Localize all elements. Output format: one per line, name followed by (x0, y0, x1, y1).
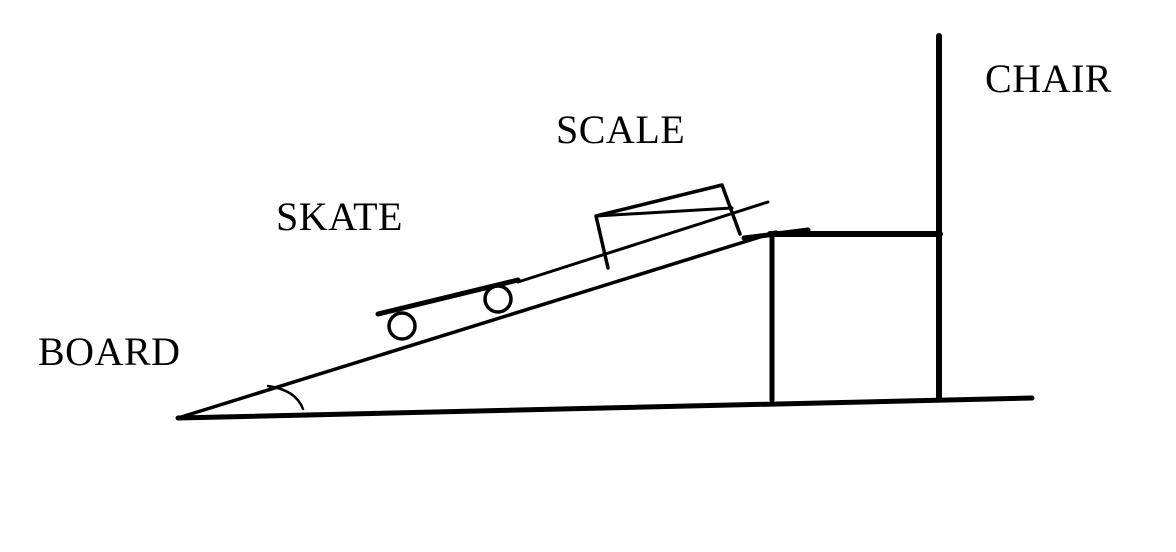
scale-rail (516, 200, 770, 284)
inclined-board (176, 230, 778, 420)
floor-line (175, 395, 1035, 421)
label-scale: SCALE (556, 107, 685, 152)
incline-angle-arc (266, 384, 305, 411)
scale-inner-bar (594, 206, 734, 218)
skate-front-wheel (483, 284, 513, 314)
scale-body (594, 183, 742, 270)
label-skate: SKATE (276, 194, 403, 239)
label-board: BOARD (38, 329, 181, 374)
label-chair: CHAIR (985, 56, 1112, 101)
skate-rear-wheel (387, 311, 417, 341)
